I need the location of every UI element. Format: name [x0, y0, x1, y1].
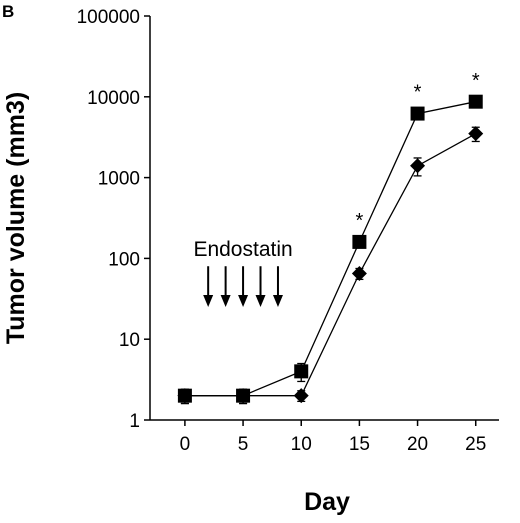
series-layer — [177, 94, 484, 405]
treatment-label: Endostatin — [193, 238, 292, 261]
square-marker — [410, 106, 425, 121]
diamond-marker — [410, 158, 426, 174]
y-tick-label: 1000 — [98, 169, 140, 190]
x-tick-label: 20 — [407, 434, 428, 455]
y-tick-label: 1 — [129, 411, 140, 432]
treatment-arrowhead — [203, 295, 214, 308]
x-axis-title: Day — [304, 488, 350, 516]
x-tick-label: 25 — [465, 434, 486, 455]
significance-star: * — [414, 81, 422, 103]
square-marker — [468, 94, 483, 109]
y-tick-label: 100 — [108, 249, 140, 270]
diamond-marker — [235, 388, 251, 404]
x-tick-label: 0 — [180, 434, 191, 455]
square-marker — [294, 364, 309, 379]
series-line — [184, 133, 477, 397]
diamond-marker — [351, 266, 367, 282]
plot-area: 1 10 100 1000 10000 100000 0 5 10 15 20 25 * * * End… — [77, 7, 499, 455]
y-tick-label: 10 — [119, 330, 140, 351]
square-marker — [352, 234, 367, 249]
y-ticks: 1 10 100 1000 10000 100000 — [77, 7, 150, 432]
x-ticks: 0 5 10 15 20 25 — [180, 420, 486, 455]
panel-label: B — [2, 2, 14, 21]
x-tick-label: 10 — [291, 434, 312, 455]
x-tick-label: 15 — [349, 434, 370, 455]
diamond-marker — [177, 388, 193, 404]
treatment-arrowhead — [255, 295, 266, 308]
treatment-arrowhead — [238, 295, 249, 308]
diamond-marker — [468, 126, 484, 142]
treatment-arrowhead — [272, 295, 283, 308]
treatment-arrows — [203, 266, 283, 308]
diamond-marker — [293, 388, 309, 404]
y-tick-label: 100000 — [77, 7, 140, 28]
significance-star: * — [356, 210, 364, 232]
y-tick-label: 10000 — [87, 88, 140, 109]
y-axis-title: Tumor volume (mm3) — [2, 92, 30, 344]
significance-star: * — [472, 70, 480, 92]
treatment-arrowhead — [220, 295, 231, 308]
x-tick-label: 5 — [238, 434, 249, 455]
significance-markers: * * * — [356, 70, 480, 232]
